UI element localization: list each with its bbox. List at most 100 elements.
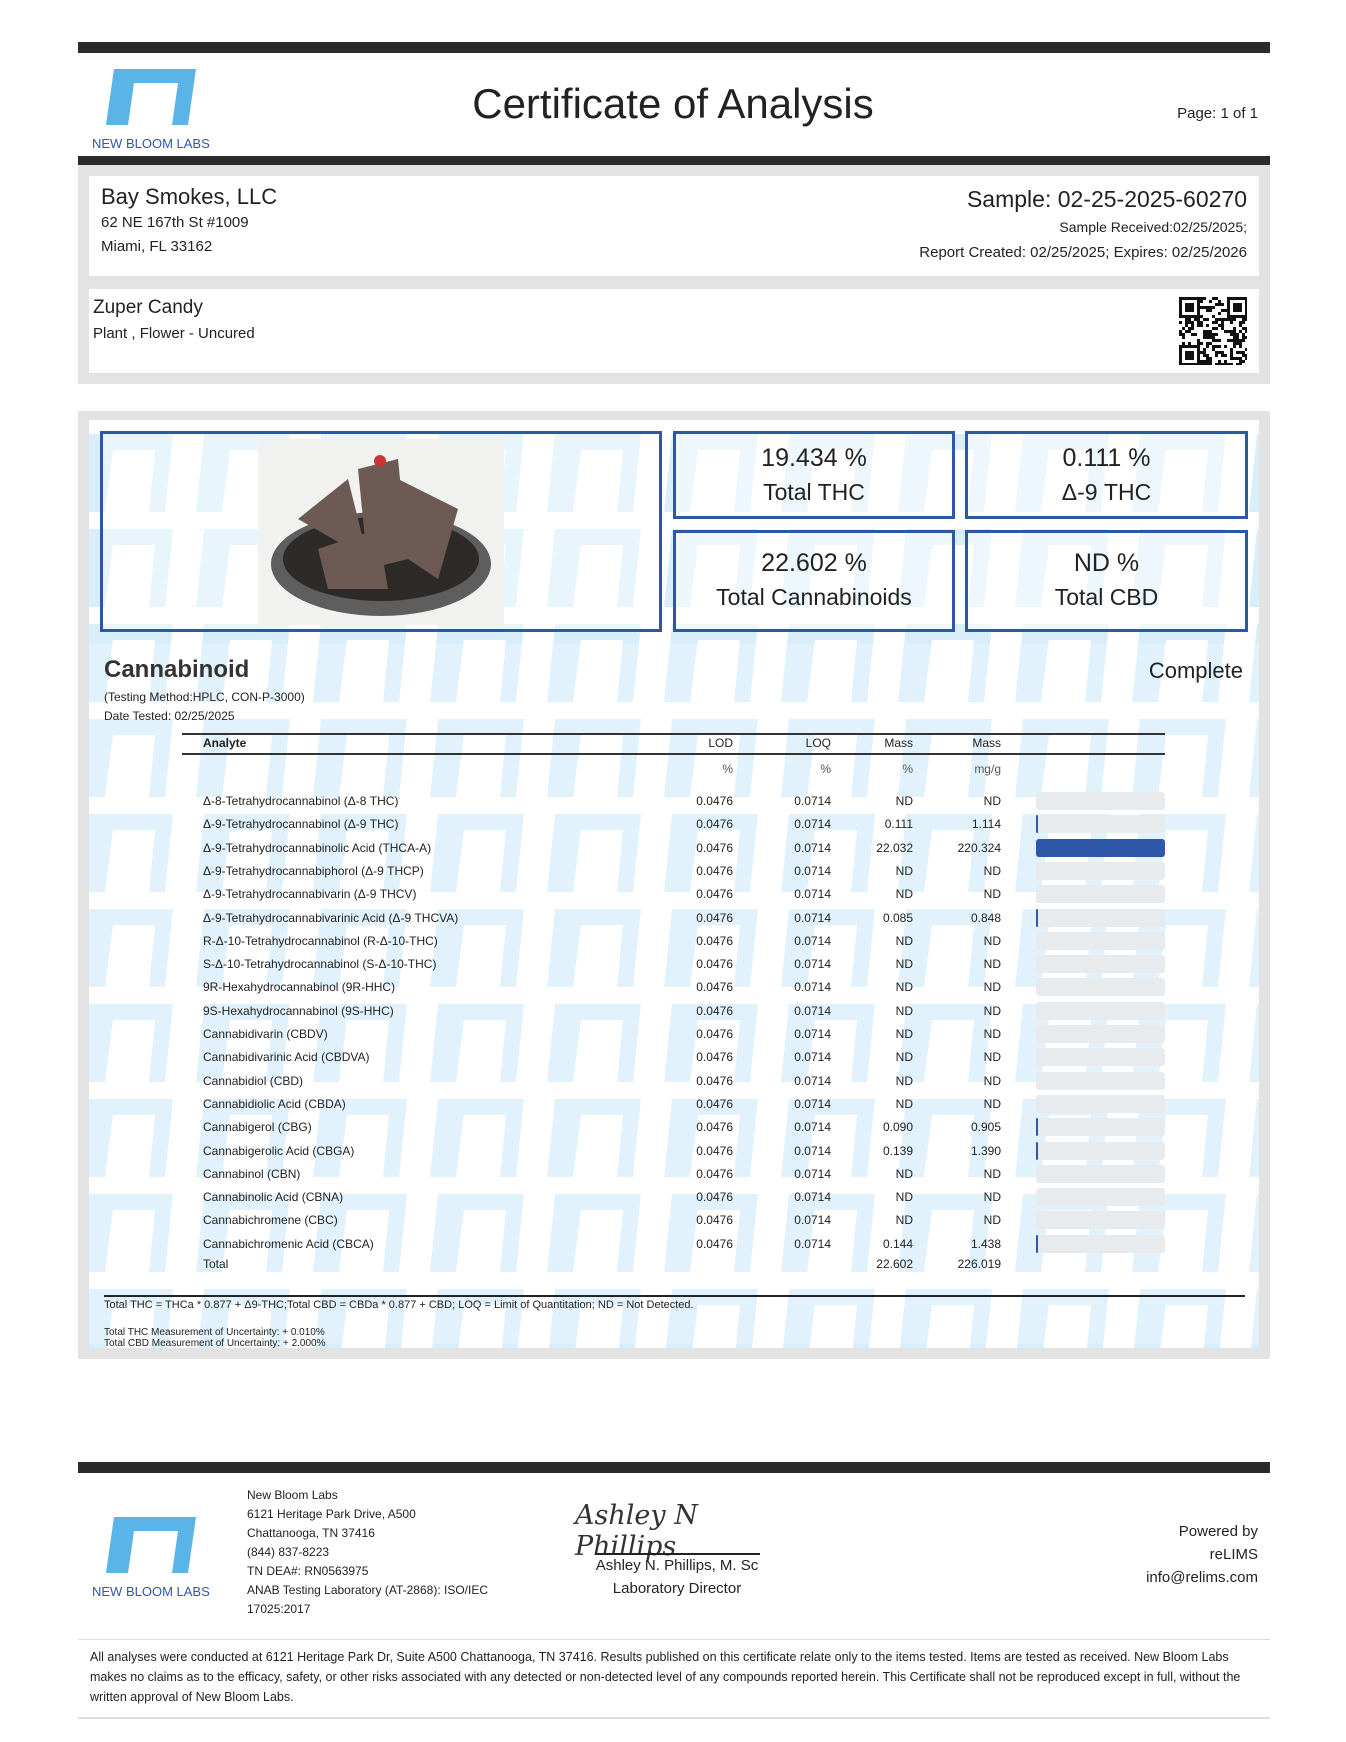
date-tested: Date Tested: 02/25/2025 — [104, 709, 235, 723]
lod-value: 0.0476 — [696, 1213, 733, 1228]
header-bar — [78, 156, 1270, 165]
mass-percent: 0.139 — [882, 1143, 913, 1158]
logo-icon — [106, 1517, 196, 1573]
loq-value: 0.0714 — [794, 1120, 831, 1135]
loq-value: 0.0714 — [794, 1143, 831, 1158]
sample-id: Sample: 02-25-2025-60270 — [966, 186, 1247, 212]
testing-method: (Testing Method:HPLC, CON-P-3000) — [104, 690, 305, 704]
disclaimer-bottom-line — [78, 1717, 1270, 1719]
lod-value: 0.0476 — [696, 1050, 733, 1065]
mass-percent: 0.090 — [882, 1120, 913, 1135]
mass-bar-fill — [1036, 815, 1038, 834]
mass-bar-track — [1036, 1094, 1165, 1113]
lab-address-line: 6121 Heritage Park Drive, A500 — [247, 1507, 416, 1521]
mass-bar-fill — [1036, 1118, 1038, 1137]
uncertainty-cbd: Total CBD Measurement of Uncertainty: + … — [104, 1338, 326, 1349]
mass-bar-track — [1036, 931, 1165, 950]
table-row: S-Δ-10-Tetrahydrocannabinol (S-Δ-10-THC)… — [203, 954, 1165, 974]
mass-percent: 0.144 — [882, 1236, 913, 1251]
table-row: Cannabinol (CBN) 0.0476 0.0714 ND ND — [203, 1164, 1165, 1184]
mass-bar-track — [1036, 978, 1165, 997]
mass-percent: ND — [895, 1190, 913, 1205]
loq-value: 0.0714 — [794, 1213, 831, 1228]
table-row: Cannabidiolic Acid (CBDA) 0.0476 0.0714 … — [203, 1094, 1165, 1114]
unit: % — [820, 762, 831, 776]
top-bar — [78, 42, 1270, 53]
lab-address-line: TN DEA#: RN0563975 — [247, 1564, 369, 1578]
loq-value: 0.0714 — [794, 1166, 831, 1181]
mass-mg: 0.905 — [970, 1120, 1001, 1135]
table-row: Cannabidivarinic Acid (CBDVA) 0.0476 0.0… — [203, 1047, 1165, 1067]
loq-value: 0.0714 — [794, 887, 831, 902]
loq-value: 0.0714 — [794, 817, 831, 832]
analyte-name: R-Δ-10-Tetrahydrocannabinol (R-Δ-10-THC) — [203, 933, 438, 948]
lod-value: 0.0476 — [696, 910, 733, 925]
mass-percent: ND — [895, 933, 913, 948]
loq-value: 0.0714 — [794, 980, 831, 995]
mass-bar-track — [1036, 1071, 1165, 1090]
lod-value: 0.0476 — [696, 1096, 733, 1111]
mass-percent: ND — [895, 1096, 913, 1111]
mass-mg: ND — [983, 794, 1001, 808]
lab-address-line: New Bloom Labs — [247, 1488, 338, 1502]
footer-bar — [78, 1462, 1270, 1473]
lod-value: 0.0476 — [696, 887, 733, 902]
mass-mg: ND — [983, 1073, 1001, 1088]
mass-bar-track — [1036, 815, 1165, 834]
report-dates: Report Created: 02/25/2025; Expires: 02/… — [919, 244, 1247, 261]
table-bottom-line — [104, 1295, 1245, 1297]
mass-percent: ND — [895, 1213, 913, 1228]
analyte-name: Cannabichromenic Acid (CBCA) — [203, 1236, 374, 1251]
loq-value: 0.0714 — [794, 933, 831, 948]
client-name: Bay Smokes, LLC — [101, 184, 278, 209]
loq-value: 0.0714 — [794, 1236, 831, 1251]
stat-value: 22.602 % — [761, 549, 867, 577]
mass-mg: ND — [983, 1050, 1001, 1065]
footer-logo: NEW BLOOM LABS — [92, 1515, 212, 1599]
vendor-email[interactable]: info@relims.com — [1146, 1569, 1258, 1586]
signer-name: Ashley N. Phillips, M. Sc — [595, 1557, 759, 1574]
disclaimer-top-line — [78, 1639, 1270, 1640]
powered-label: Powered by — [1178, 1523, 1258, 1540]
mass-percent: ND — [895, 980, 913, 995]
loq-value: 0.0714 — [794, 1050, 831, 1065]
lod-value: 0.0476 — [696, 980, 733, 995]
lod-value: 0.0476 — [696, 863, 733, 878]
mass-bar-track — [1036, 1001, 1165, 1020]
stat-label: Total THC — [763, 479, 865, 505]
mass-percent: ND — [895, 863, 913, 878]
analyte-name: Δ-9-Tetrahydrocannabinolic Acid (THCA-A) — [203, 840, 432, 855]
analyte-name: Cannabichromene (CBC) — [203, 1213, 338, 1228]
lod-value: 0.0476 — [696, 1027, 733, 1041]
table-row: 9R-Hexahydrocannabinol (9R-HHC) 0.0476 0… — [203, 977, 1165, 997]
mass-mg: ND — [983, 957, 1001, 972]
mass-mg: ND — [983, 1213, 1001, 1228]
analyte-name: Δ-9-Tetrahydrocannabivarin (Δ-9 THCV) — [203, 887, 417, 902]
stat-total-cannabinoids: 22.602 % Total Cannabinoids — [673, 530, 955, 632]
loq-value: 0.0714 — [794, 863, 831, 878]
mass-percent: 22.032 — [876, 840, 913, 855]
lab-logo: NEW BLOOM LABS — [92, 67, 212, 151]
lod-value: 0.0476 — [696, 1120, 733, 1135]
units-row: % % % mg/g — [203, 759, 1163, 779]
mass-mg: 1.438 — [970, 1236, 1001, 1251]
stat-total-cbd: ND % Total CBD — [965, 530, 1248, 632]
table-row: Δ-9-Tetrahydrocannabivarinic Acid (Δ-9 T… — [203, 908, 1165, 928]
logo-text: NEW BLOOM LABS — [92, 1584, 210, 1599]
lod-value: 0.0476 — [696, 817, 733, 832]
mass-mg: ND — [983, 1190, 1001, 1205]
powered-by: Powered by reLIMS info@relims.com — [1146, 1520, 1258, 1589]
table-row: Cannabidiol (CBD) 0.0476 0.0714 ND ND — [203, 1071, 1165, 1091]
lab-address-line: ANAB Testing Laboratory (AT-2868): ISO/I… — [247, 1583, 488, 1597]
header-mass-pct: Mass — [884, 736, 913, 750]
mass-percent: ND — [895, 1073, 913, 1088]
stat-label: Δ-9 THC — [1061, 479, 1152, 505]
header-loq: LOQ — [805, 736, 831, 750]
total-label: Total — [203, 1257, 229, 1271]
mass-bar-fill — [1036, 1234, 1038, 1253]
loq-value: 0.0714 — [794, 910, 831, 925]
lod-value: 0.0476 — [696, 1073, 733, 1088]
loq-value: 0.0714 — [794, 1027, 831, 1041]
mass-percent: 0.111 — [884, 817, 913, 832]
table-top-line — [182, 733, 1165, 735]
